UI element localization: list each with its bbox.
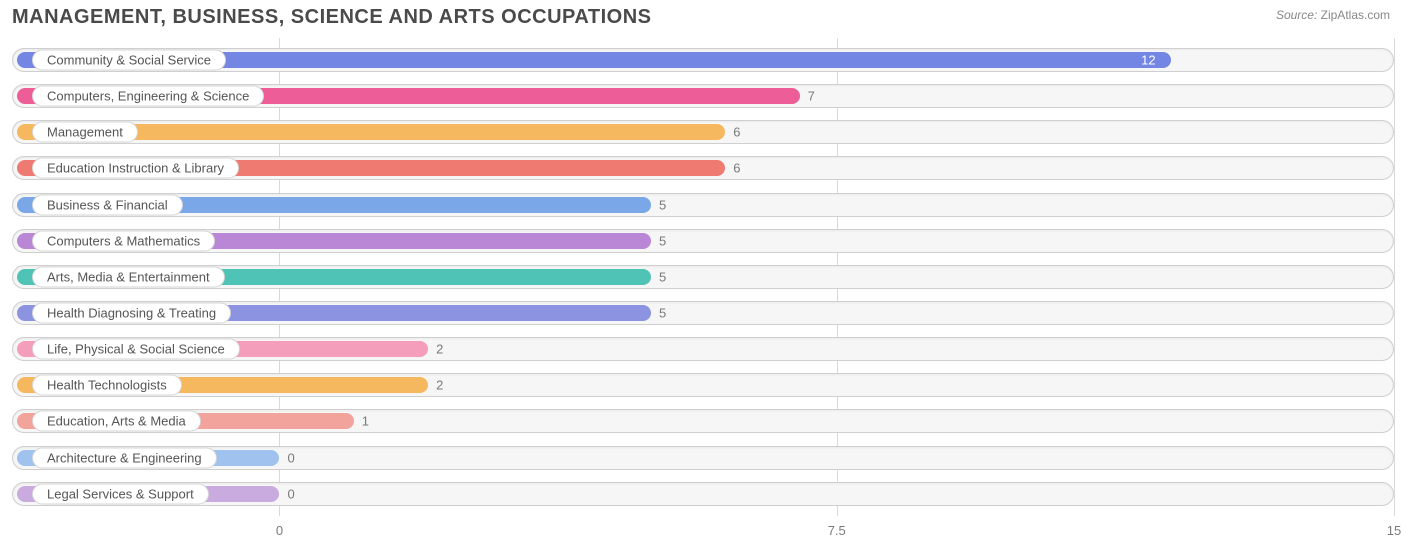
bar-label: Education, Arts & Media xyxy=(32,411,201,432)
bar-label: Health Diagnosing & Treating xyxy=(32,303,231,324)
bars-container: Community & Social Service12Computers, E… xyxy=(12,38,1394,516)
bar-value: 5 xyxy=(659,306,666,321)
bar-label: Life, Physical & Social Science xyxy=(32,339,240,360)
grid-line xyxy=(1394,38,1395,516)
bar-label: Legal Services & Support xyxy=(32,483,209,504)
bar-row: Computers, Engineering & Science 7 xyxy=(12,82,1394,110)
source-name: ZipAtlas.com xyxy=(1321,8,1390,22)
bar-label: Community & Social Service xyxy=(32,50,226,71)
bar-row: Architecture & Engineering 0 xyxy=(12,444,1394,472)
x-axis-tick-label: 15 xyxy=(1387,523,1401,538)
bar-value: 12 xyxy=(1141,53,1155,68)
source-attribution: Source: ZipAtlas.com xyxy=(1276,8,1390,22)
bar-row: Health Technologists 2 xyxy=(12,371,1394,399)
bar-value: 0 xyxy=(287,450,294,465)
bar-row: Life, Physical & Social Science 2 xyxy=(12,335,1394,363)
bar-label: Education Instruction & Library xyxy=(32,158,239,179)
bar-label: Management xyxy=(32,122,138,143)
bar-row: Legal Services & Support 0 xyxy=(12,480,1394,508)
bar-label: Computers & Mathematics xyxy=(32,230,215,251)
bar-value: 5 xyxy=(659,233,666,248)
bar-row: Health Diagnosing & Treating 5 xyxy=(12,299,1394,327)
bar-value: 2 xyxy=(436,378,443,393)
bar-row: Education, Arts & Media 1 xyxy=(12,407,1394,435)
chart-area: Community & Social Service12Computers, E… xyxy=(12,38,1394,538)
x-axis-tick-label: 7.5 xyxy=(828,523,846,538)
bar-row: Management 6 xyxy=(12,118,1394,146)
bar-value: 5 xyxy=(659,269,666,284)
bar-value: 2 xyxy=(436,342,443,357)
bar-row: Arts, Media & Entertainment 5 xyxy=(12,263,1394,291)
bar-label: Arts, Media & Entertainment xyxy=(32,266,225,287)
bar-value: 1 xyxy=(362,414,369,429)
bar-value: 6 xyxy=(733,161,740,176)
bar-value: 0 xyxy=(287,486,294,501)
bar-row: Business & Financial 5 xyxy=(12,191,1394,219)
bar-row: Community & Social Service 12 xyxy=(12,46,1394,74)
bar-value: 7 xyxy=(808,89,815,104)
bar-label: Architecture & Engineering xyxy=(32,447,217,468)
bar-value: 6 xyxy=(733,125,740,140)
bar-row: Computers & Mathematics 5 xyxy=(12,227,1394,255)
bar-value: 5 xyxy=(659,197,666,212)
bar-row: Education Instruction & Library 6 xyxy=(12,154,1394,182)
x-axis-tick-label: 0 xyxy=(276,523,283,538)
bar-label: Computers, Engineering & Science xyxy=(32,86,264,107)
chart-title: MANAGEMENT, BUSINESS, SCIENCE AND ARTS O… xyxy=(12,6,651,29)
bar-label: Health Technologists xyxy=(32,375,182,396)
bar-label: Business & Financial xyxy=(32,194,183,215)
source-label: Source: xyxy=(1276,8,1317,22)
